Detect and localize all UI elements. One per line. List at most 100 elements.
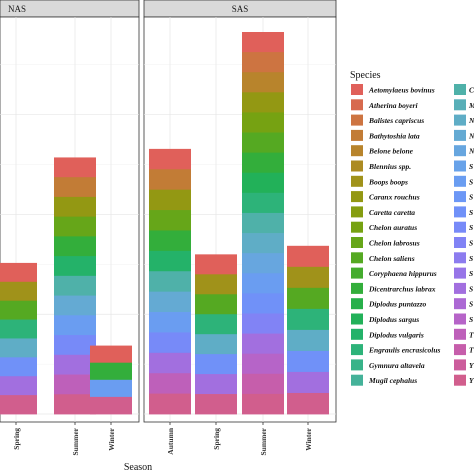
legend-swatch (454, 221, 466, 233)
legend-item: S (454, 175, 473, 187)
legend-swatch (351, 252, 363, 264)
legend-item: Boops boops (351, 175, 408, 187)
bar-segment (242, 333, 284, 355)
x-tick-label: Winter (107, 427, 116, 450)
legend-swatch (351, 99, 363, 111)
legend-item: Dicentrarchus labrax (351, 282, 436, 294)
bar-segment (149, 169, 191, 191)
legend-swatch (454, 328, 466, 340)
bar-segment (242, 192, 284, 214)
legend-label: S (469, 223, 473, 232)
bar-segment (242, 52, 284, 73)
panel-nas: NAS Spring Summer Winter (0, 0, 140, 456)
legend-label: Bathytoshia lata (368, 131, 420, 140)
legend-label: S (469, 269, 473, 278)
legend-label: C (469, 86, 474, 95)
legend-label: T (469, 346, 474, 355)
bar-segment (90, 345, 132, 364)
bar-segment (54, 394, 96, 415)
strip-label-nas: NAS (8, 4, 26, 14)
bar-segment (54, 236, 96, 257)
legend-swatch (454, 313, 466, 325)
legend-swatch (351, 374, 363, 386)
x-tick-label: Summer (259, 427, 268, 455)
bar-segment (287, 245, 329, 268)
legend-swatch (454, 282, 466, 294)
bar-segment (195, 274, 237, 295)
bar-segment (54, 374, 96, 395)
bar-segment (195, 314, 237, 335)
legend-swatch (454, 175, 466, 187)
legend-label: Diplodus vulgaris (368, 330, 424, 339)
bar-segment (242, 152, 284, 174)
bar-segment (195, 374, 237, 395)
legend-swatch (351, 298, 363, 310)
legend-item: Chelon labrosus (351, 237, 420, 248)
legend-label: N (468, 131, 474, 140)
legend-swatch (351, 267, 363, 279)
legend-label: Blennius spp. (368, 162, 411, 171)
legend-swatch (454, 206, 466, 218)
legend-swatch (454, 191, 466, 203)
bar-segment (242, 233, 284, 254)
bar-segment (54, 196, 96, 218)
legend-item: T (454, 328, 474, 340)
legend-swatch (351, 191, 363, 203)
bar-segment (0, 262, 37, 283)
legend-item: Chelon saliens (351, 252, 415, 264)
legend-label: T (469, 330, 474, 339)
legend-label: Chelon saliens (369, 254, 415, 263)
legend-item: N (454, 145, 474, 157)
bar-segment (242, 373, 284, 395)
legend-label: Mugil cephalus (368, 376, 417, 385)
legend-swatch (454, 344, 466, 356)
legend: Species Aetomylaeus bovinus Atherina boye… (350, 70, 474, 386)
legend-label: Boops boops (368, 177, 408, 186)
legend-swatch (351, 313, 363, 325)
bar-segment (90, 362, 132, 381)
bar-segment (287, 392, 329, 415)
bar-segment (0, 357, 37, 377)
legend-swatch (351, 221, 363, 233)
legend-item: T (454, 344, 474, 356)
legend-item: C (454, 84, 474, 95)
legend-label: Atherina boyeri (368, 101, 418, 110)
legend-swatch (351, 145, 363, 157)
bar-segment (149, 230, 191, 252)
legend-item: S (454, 237, 473, 248)
legend-label: Chelon auratus (369, 223, 417, 232)
legend-swatch (454, 99, 466, 111)
legend-label: Aetomylaeus bovinus (368, 86, 435, 95)
bar-sas-summer (242, 32, 284, 415)
legend-item: Atherina boyeri (351, 99, 418, 111)
legend-swatch (351, 129, 363, 141)
legend-label: Engraulis encrasicolus (368, 346, 441, 355)
legend-item: Caranx rouchus (351, 191, 420, 203)
legend-item: S (454, 252, 473, 264)
bar-segment (242, 112, 284, 133)
bar-segment (287, 329, 329, 352)
legend-item: Y (454, 359, 474, 371)
legend-swatch (351, 237, 363, 248)
legend-swatch (454, 84, 466, 95)
bar-segment (149, 393, 191, 415)
bar-segment (242, 273, 284, 294)
legend-label: S (469, 208, 473, 217)
panel-sas: SAS Autumn Spring Summer Winter (143, 0, 337, 456)
legend-label: Caranx rouchus (369, 193, 420, 202)
legend-swatch (351, 160, 363, 172)
legend-swatch (454, 145, 466, 157)
bar-segment (149, 148, 191, 170)
bar-segment (0, 319, 37, 339)
legend-swatch (351, 282, 363, 294)
legend-label: Diplodus sargus (368, 315, 419, 324)
legend-swatch (454, 114, 466, 126)
legend-swatch (351, 359, 363, 371)
bar-sas-autumn (149, 148, 191, 415)
x-tick-label: Spring (12, 428, 21, 450)
legend-swatch (454, 374, 466, 386)
bar-segment (242, 32, 284, 53)
legend-item: S (454, 160, 473, 172)
legend-label: S (469, 315, 473, 324)
legend-item: N (454, 129, 474, 141)
